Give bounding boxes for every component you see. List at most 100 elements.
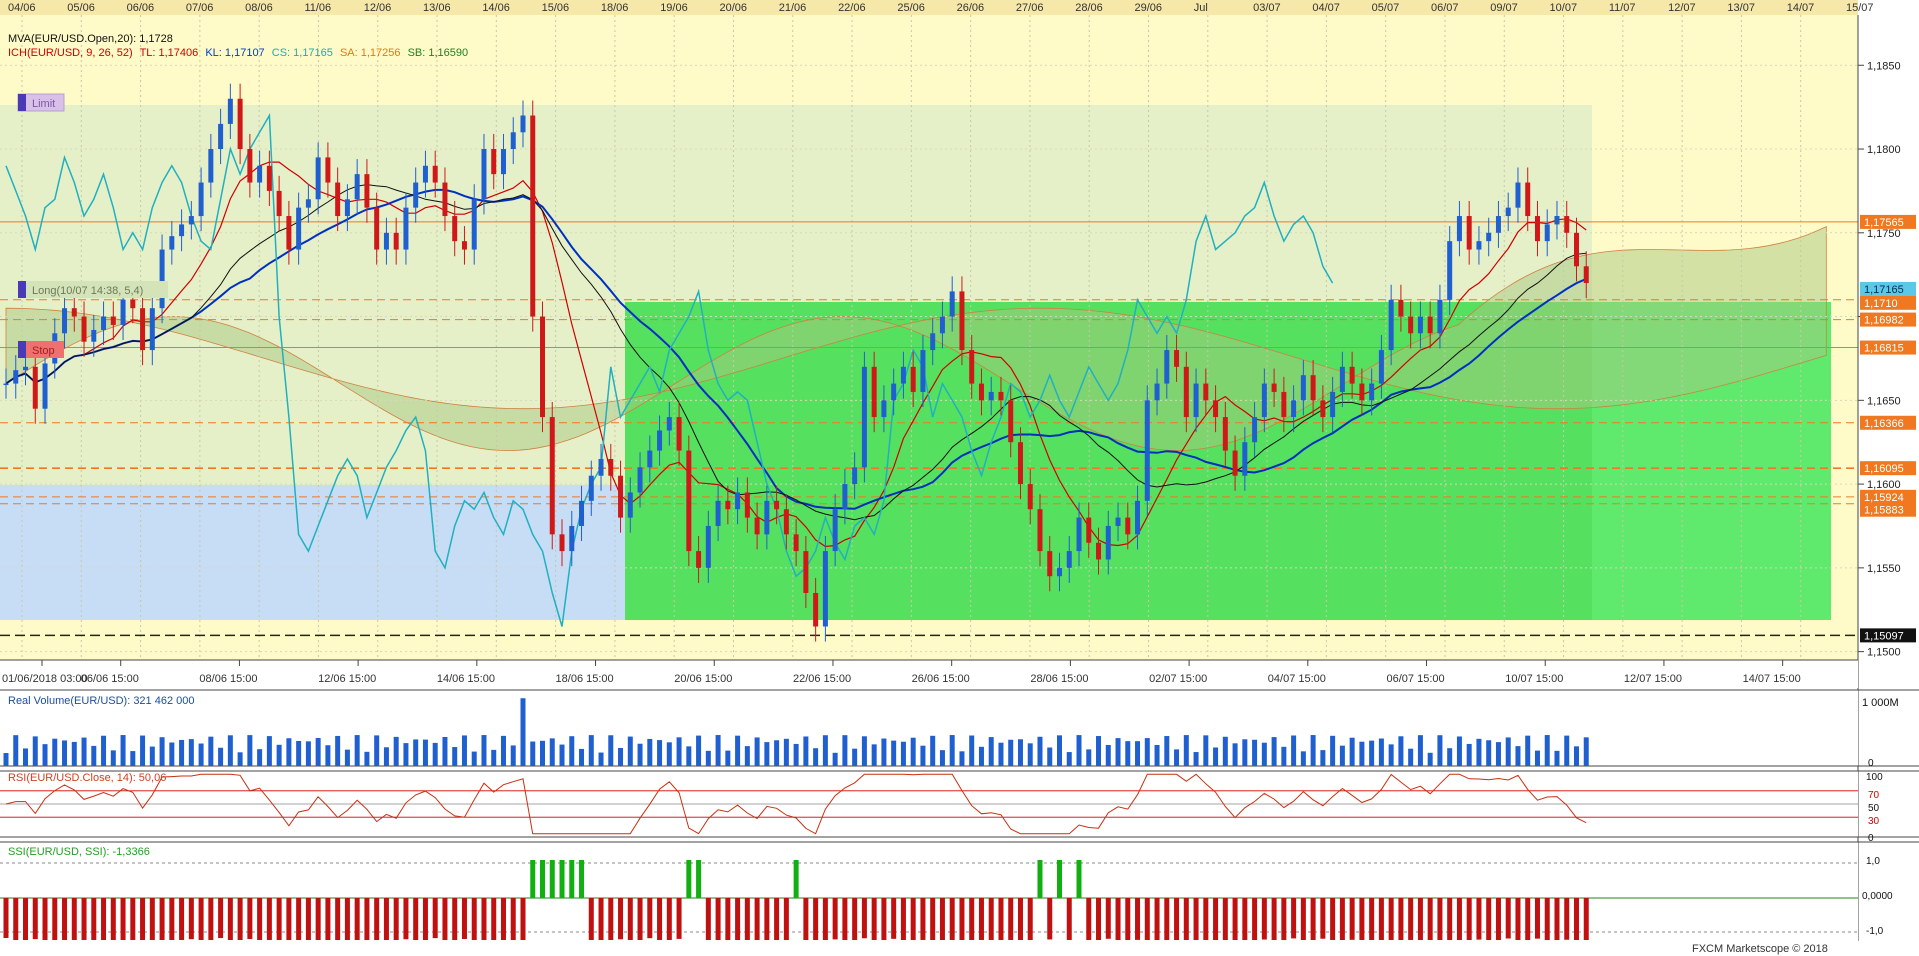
volume-bar <box>491 749 497 766</box>
ssi-bar-negative <box>179 898 185 940</box>
volume-bar <box>559 744 565 766</box>
candle-body <box>1388 299 1394 351</box>
ssi-bar-negative <box>452 898 458 940</box>
candle-body <box>1447 241 1453 300</box>
candle-body <box>978 383 984 401</box>
candle-body <box>588 475 594 501</box>
ssi-bar-negative <box>120 898 126 940</box>
candle-body <box>140 308 146 351</box>
volume-bar <box>822 735 828 766</box>
candle-body <box>120 299 126 325</box>
candle-body <box>149 308 155 351</box>
candle-body <box>579 500 585 526</box>
top-date-label: 14/07 <box>1787 2 1815 14</box>
candle-body <box>764 500 770 535</box>
volume-bar <box>1164 736 1170 766</box>
volume-bar <box>1310 735 1316 766</box>
volume-bar <box>618 747 624 766</box>
ssi-bar-negative <box>1320 898 1326 939</box>
candle-body <box>1222 417 1228 451</box>
ssi-bar-negative <box>188 898 194 940</box>
ssi-bar-negative <box>1330 898 1336 940</box>
volume-bar <box>627 736 633 766</box>
top-date-label: 28/06 <box>1075 2 1103 14</box>
price-marker-label: 1,16815 <box>1864 343 1904 355</box>
volume-bars <box>3 698 1589 766</box>
ssi-bar-negative <box>1388 898 1394 940</box>
ssi-bar-negative <box>1291 898 1297 939</box>
ssi-bar-negative <box>832 898 838 940</box>
candle-body <box>364 174 370 208</box>
price-marker-label: 1,15883 <box>1864 505 1904 517</box>
ssi-bar-positive <box>696 860 702 898</box>
ssi-bar-negative <box>1408 898 1414 940</box>
volume-bar <box>852 748 858 766</box>
candle-body <box>510 132 516 150</box>
price-marker-box <box>1860 281 1916 296</box>
candle-body <box>1135 500 1141 535</box>
candle-body <box>169 236 175 250</box>
ssi-bar-negative <box>1213 898 1219 940</box>
volume-bar <box>1427 752 1433 766</box>
ssi-bar-negative <box>296 898 302 940</box>
candle-body <box>1476 241 1482 250</box>
candle-body <box>1330 391 1336 418</box>
volume-bar <box>159 737 165 766</box>
ssi-bar-negative <box>930 898 936 940</box>
ichimoku-legend: ICH(EUR/USD, 9, 26, 52) TL: 1,17406 KL: … <box>8 47 468 59</box>
volume-bar <box>1037 736 1043 766</box>
price-tick-label: 1,1600 <box>1867 479 1901 491</box>
top-date-label: 14/06 <box>482 2 510 14</box>
cs-value: CS: 1,17165 <box>272 47 333 59</box>
volume-bar <box>959 751 965 766</box>
volume-bar <box>110 750 116 766</box>
ssi-bar-negative <box>998 898 1004 940</box>
stop-order-tag[interactable]: Stop <box>18 341 64 358</box>
volume-bar <box>803 736 809 766</box>
candle-body <box>1144 400 1150 501</box>
rsi-level-0: 0 <box>1868 833 1874 844</box>
volume-bar <box>1525 735 1531 766</box>
volume-bar <box>1222 736 1228 766</box>
candle-body <box>296 207 302 250</box>
candle-body <box>871 366 877 418</box>
ssi-bar-negative <box>1359 898 1365 940</box>
volume-bar <box>1008 739 1014 766</box>
ssi-bar-negative <box>774 898 780 940</box>
volume-bar <box>1076 735 1082 766</box>
volume-bar <box>1388 744 1394 766</box>
ssi-bar-negative <box>647 898 653 939</box>
candle-body <box>491 149 497 175</box>
top-date-label: 15/07 <box>1846 2 1874 14</box>
candle-body <box>335 182 341 217</box>
bottom-date-label: 06/07 15:00 <box>1387 673 1445 685</box>
candle-body <box>1408 316 1414 334</box>
price-marker-label: 1,15097 <box>1864 630 1904 642</box>
candle-body <box>900 366 906 384</box>
ssi-bar-negative <box>1495 898 1501 940</box>
volume-bar <box>1398 736 1404 766</box>
price-marker-label: 1,17165 <box>1864 284 1904 296</box>
volume-bar <box>1369 740 1375 766</box>
volume-bar <box>1242 739 1248 766</box>
volume-bar <box>461 735 467 766</box>
ssi-bar-negative <box>1573 898 1579 940</box>
ssi-bar-negative <box>1583 898 1589 940</box>
kijun-line <box>5 188 1587 510</box>
volume-bar <box>266 736 272 766</box>
limit-order-tag[interactable]: Limit <box>17 93 65 112</box>
long-position-tag[interactable]: Long(10/07 14:38, 5,4) <box>18 281 168 298</box>
top-date-label: 26/06 <box>957 2 985 14</box>
candle-body <box>218 123 224 150</box>
candle-body <box>432 165 438 183</box>
rsi-level-100: 100 <box>1866 772 1883 783</box>
candle-body <box>1164 350 1170 384</box>
top-date-label: 11/06 <box>304 2 331 14</box>
ssi-bar-negative <box>1027 898 1033 940</box>
volume-bar <box>442 736 448 766</box>
top-date-label: 04/06 <box>8 2 36 14</box>
candle-body <box>1115 517 1121 526</box>
top-date-label: 05/07 <box>1372 2 1400 14</box>
